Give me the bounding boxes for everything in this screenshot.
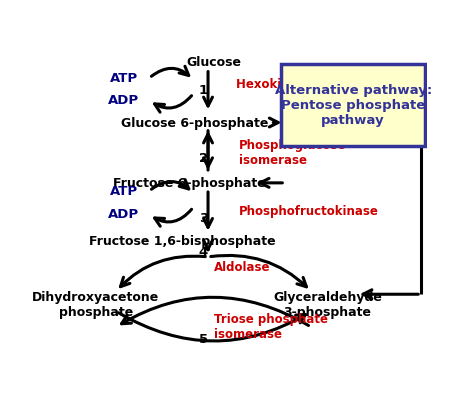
- Text: Fructose 6-phosphate: Fructose 6-phosphate: [113, 177, 266, 190]
- Text: 4: 4: [199, 246, 208, 259]
- Text: Phosphoglucose
isomerase: Phosphoglucose isomerase: [239, 139, 346, 167]
- Text: 3: 3: [199, 212, 208, 225]
- Text: ADP: ADP: [108, 94, 139, 107]
- Text: ATP: ATP: [109, 185, 137, 198]
- Text: Fructose 1,6-bisphosphate: Fructose 1,6-bisphosphate: [89, 235, 275, 248]
- Text: Glyceraldehyde
3-phosphate: Glyceraldehyde 3-phosphate: [273, 291, 382, 319]
- Text: Aldolase: Aldolase: [213, 261, 270, 274]
- Text: ATP: ATP: [109, 72, 137, 84]
- Text: 5: 5: [199, 333, 208, 346]
- Text: Glucose: Glucose: [186, 56, 241, 69]
- Text: Hexokinase (Mg²⁺): Hexokinase (Mg²⁺): [236, 78, 358, 91]
- Text: Phosphofructokinase: Phosphofructokinase: [239, 205, 379, 218]
- Text: Glucose 6-phosphate: Glucose 6-phosphate: [121, 117, 269, 130]
- Text: Triose phosphate
isomerase: Triose phosphate isomerase: [213, 313, 328, 341]
- FancyBboxPatch shape: [282, 64, 425, 147]
- Text: Dihydroxyacetone
phosphate: Dihydroxyacetone phosphate: [32, 291, 160, 319]
- Text: 1: 1: [199, 84, 208, 97]
- Text: 2: 2: [199, 152, 208, 165]
- Text: Alternative pathway:
Pentose phosphate
pathway: Alternative pathway: Pentose phosphate p…: [274, 84, 432, 126]
- Text: ADP: ADP: [108, 208, 139, 221]
